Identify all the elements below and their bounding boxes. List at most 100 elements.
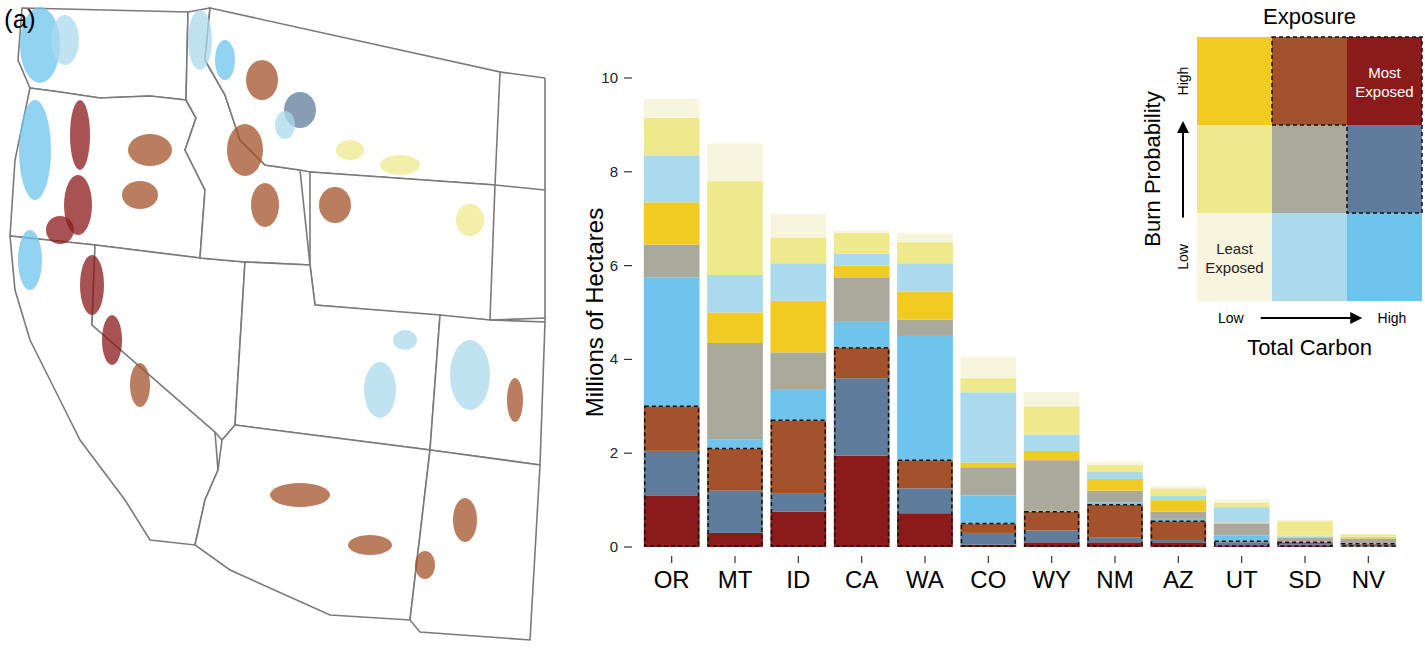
map-region: [393, 330, 417, 350]
bar-segment: [897, 263, 953, 291]
figure: (a)0246810Millions of HectaresORMTIDCAWA…: [0, 0, 1425, 663]
map-region: [507, 378, 523, 422]
bar-segment: [1214, 499, 1270, 502]
bar-segment: [707, 449, 763, 491]
map-region: [275, 111, 295, 139]
bar-segment: [834, 348, 890, 378]
x-tick-label: UT: [1226, 566, 1258, 593]
bar-segment: [1150, 521, 1206, 540]
bar-segment: [834, 266, 890, 278]
bar-segment: [644, 277, 700, 406]
legend-x-arrowhead: [1350, 312, 1362, 324]
high-exposure-outline: [898, 460, 952, 546]
state-outline: [235, 262, 440, 450]
y-tick: [624, 77, 632, 78]
bar-segment: [960, 524, 1016, 533]
map-region: [453, 498, 477, 542]
y-tick: [624, 546, 632, 547]
bar-segment: [1277, 536, 1333, 538]
state-outline: [310, 172, 495, 320]
y-tick-label: 2: [610, 444, 618, 461]
y-tick: [624, 359, 632, 360]
legend: Most Exposed Least Exposed Exposure Burn Prob…: [1140, 4, 1422, 360]
bar-segment: [1277, 538, 1333, 542]
x-tick: [1178, 556, 1179, 563]
bar-segment: [770, 390, 826, 420]
map-region: [364, 362, 396, 418]
high-exposure-outline: [835, 348, 889, 546]
high-exposure-outline: [1088, 505, 1142, 546]
bar-segment: [1340, 539, 1396, 544]
legend-title: Exposure: [1263, 4, 1356, 29]
bar-segment: [1340, 543, 1396, 545]
legend-swatch: [1347, 125, 1422, 213]
figure-svg: (a)0246810Millions of HectaresORMTIDCAWA…: [0, 0, 1425, 663]
state-outline: [18, 8, 188, 100]
bar-segment: [834, 277, 890, 322]
state-outline: [495, 185, 545, 190]
x-tick-label: AZ: [1163, 566, 1194, 593]
bar-segment: [1087, 505, 1143, 538]
legend-swatch: [1272, 125, 1347, 213]
bar-segment: [897, 460, 953, 488]
bar-segment: [707, 181, 763, 275]
y-tick: [624, 453, 632, 454]
map: [10, 7, 545, 640]
map-region: [102, 315, 122, 365]
bar-segment: [644, 202, 700, 244]
map-region: [450, 340, 490, 410]
bar-segment: [834, 254, 890, 266]
bar-segment: [1340, 533, 1396, 534]
bar-segment: [644, 99, 700, 118]
bar-segment: [644, 118, 700, 156]
y-tick: [624, 171, 632, 172]
bar-segment: [707, 313, 763, 343]
bar-segment: [1340, 538, 1396, 539]
bar-segment: [1150, 495, 1206, 500]
legend-y-low: Low: [1175, 243, 1191, 270]
x-axis: ORMTIDCAWACOWYNMAZUTSDNV: [654, 556, 1385, 593]
map-region: [46, 216, 74, 244]
bar-segment: [834, 322, 890, 348]
legend-label: Most: [1368, 64, 1401, 81]
bar-segment: [707, 275, 763, 313]
map-region: [130, 363, 150, 407]
map-region: [70, 100, 90, 170]
x-tick: [988, 556, 989, 563]
bar-segment: [1024, 406, 1080, 434]
bar-segment: [770, 493, 826, 512]
bar-segment: [1150, 512, 1206, 519]
map-region: [18, 230, 42, 290]
y-axis-label: Millions of Hectares: [581, 208, 608, 417]
legend-label: Exposed: [1205, 259, 1263, 276]
map-region: [128, 134, 172, 166]
state-outline: [490, 318, 545, 320]
x-tick-label: SD: [1288, 566, 1321, 593]
bar-segment: [1024, 434, 1080, 450]
bar-segment: [897, 513, 953, 547]
bar-segment: [707, 439, 763, 448]
high-exposure-outline: [961, 524, 1015, 546]
bar-segment: [1214, 535, 1270, 541]
legend-label: Exposed: [1355, 83, 1413, 100]
map-region: [122, 181, 158, 209]
bar-segment: [644, 244, 700, 277]
legend-swatch: [1197, 125, 1272, 213]
high-exposure-outline: [1341, 544, 1395, 546]
bar-segment: [960, 392, 1016, 462]
bar-segment: [897, 233, 953, 242]
legend-x-label: Total Carbon: [1247, 335, 1372, 360]
bar-segment: [1087, 462, 1143, 465]
x-tick: [1241, 556, 1242, 563]
bar-segment: [1150, 540, 1206, 542]
legend-y-label: Burn Probability: [1140, 91, 1165, 246]
x-tick-label: NM: [1096, 566, 1133, 593]
bar-segment: [770, 420, 826, 493]
bar-segment: [1087, 538, 1143, 543]
bar-segment: [1150, 500, 1206, 512]
bar-segment: [1340, 537, 1396, 538]
map-region: [319, 187, 351, 223]
legend-swatch: [1347, 37, 1422, 125]
legend-label: Least: [1216, 240, 1254, 257]
legend-swatch: [1347, 213, 1422, 301]
